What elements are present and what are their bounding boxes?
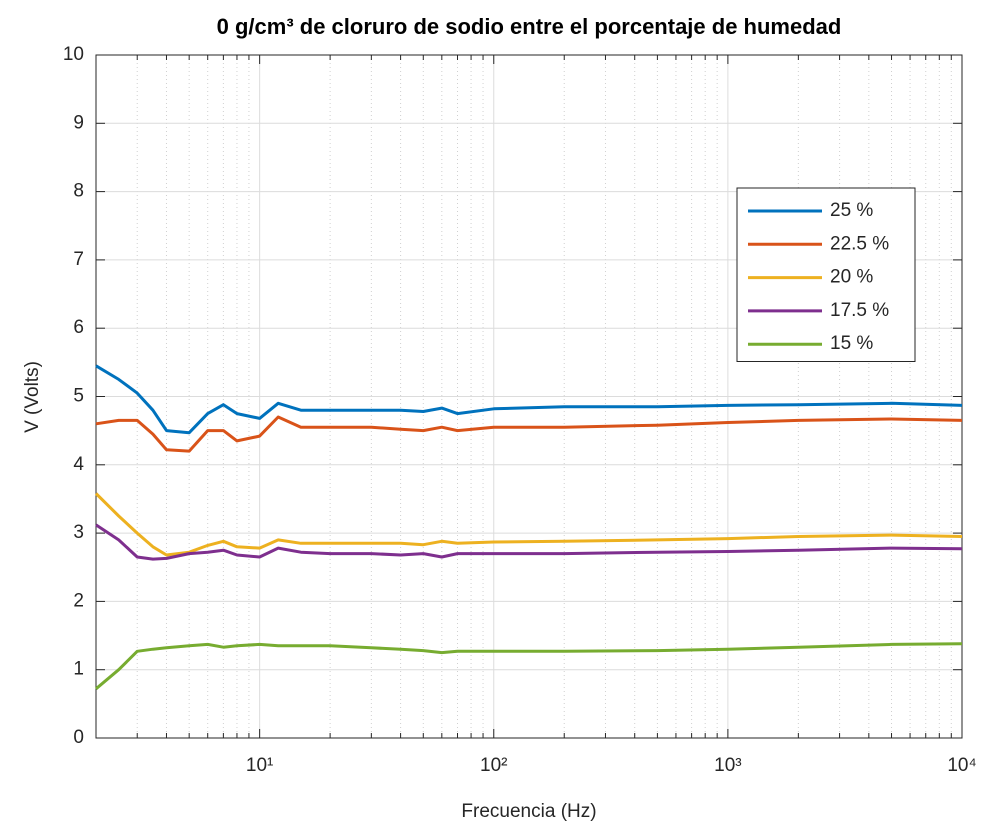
x-tick-label: 10¹ bbox=[246, 755, 273, 776]
y-tick-label: 4 bbox=[73, 454, 84, 475]
y-tick-label: 0 bbox=[73, 727, 84, 748]
y-tick-label: 3 bbox=[73, 522, 84, 543]
series-line bbox=[95, 364, 963, 435]
axes-box bbox=[95, 54, 963, 739]
legend-label: 22.5 % bbox=[830, 233, 889, 254]
x-axis-label: Frecuencia (Hz) bbox=[461, 801, 596, 822]
series-line bbox=[95, 642, 963, 690]
y-axis-label: V (Volts) bbox=[22, 361, 43, 433]
legend-label: 20 % bbox=[830, 267, 873, 288]
x-tick-label: 10⁴ bbox=[947, 755, 976, 776]
y-tick-label: 2 bbox=[73, 590, 84, 611]
x-tick-label: 10³ bbox=[714, 755, 741, 776]
legend-label: 25 % bbox=[830, 200, 873, 221]
series-line bbox=[95, 523, 963, 561]
y-tick-label: 1 bbox=[73, 659, 84, 680]
x-tick-label: 10² bbox=[480, 755, 507, 776]
legend-label: 15 % bbox=[830, 333, 873, 354]
y-tick-label: 5 bbox=[73, 386, 84, 407]
chart-title: 0 g/cm³ de cloruro de sodio entre el por… bbox=[217, 14, 842, 39]
legend-label: 17.5 % bbox=[830, 300, 889, 321]
y-tick-label: 6 bbox=[73, 317, 84, 338]
series-line bbox=[94, 492, 963, 557]
y-tick-label: 7 bbox=[73, 249, 84, 270]
y-tick-label: 9 bbox=[73, 112, 84, 133]
series-line bbox=[95, 415, 963, 453]
legend-box bbox=[736, 187, 916, 362]
y-tick-label: 10 bbox=[63, 44, 84, 65]
y-tick-label: 8 bbox=[73, 181, 84, 202]
